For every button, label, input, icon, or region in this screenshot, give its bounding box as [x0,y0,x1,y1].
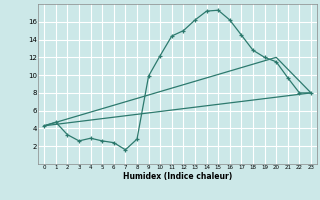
X-axis label: Humidex (Indice chaleur): Humidex (Indice chaleur) [123,172,232,181]
